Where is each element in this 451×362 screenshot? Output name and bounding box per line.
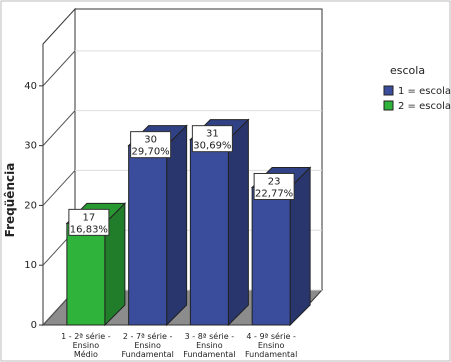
percent-label: 29,70%: [132, 147, 170, 158]
percent-label: 16,83%: [70, 224, 108, 235]
legend-title: escola: [390, 64, 425, 77]
y-tick-label: 20: [24, 200, 37, 211]
grid-line: [42, 50, 76, 87]
legend-swatch: [383, 85, 394, 96]
label-box: [130, 131, 172, 159]
x-tick-label: 4 - 9ª série - Ensino Fundamental4 - 9ª …: [245, 331, 297, 359]
data-label: 31: [206, 129, 219, 140]
x-tick-line: 4 - 9ª série -: [246, 331, 296, 341]
x-tick-line: 2 - 7ª série -: [123, 331, 173, 341]
y-tick-label: 30: [24, 141, 37, 152]
legend-label: 2 = escola: [398, 101, 451, 112]
data-label: 17: [83, 212, 96, 223]
y-tick-label: 0: [31, 320, 37, 331]
legend-label: 1 = escola: [398, 86, 451, 97]
x-tick-line: 3 - 8ª série -: [185, 331, 235, 341]
x-tick-line: Fundamental: [183, 350, 235, 359]
bar: [128, 145, 168, 326]
data-label: 30: [144, 135, 157, 146]
x-tick-line: Médio: [74, 349, 98, 359]
legend-swatch: [383, 100, 394, 111]
percent-label: 30,69%: [193, 141, 231, 152]
x-tick-line: Fundamental: [121, 350, 173, 359]
y-axis-title: Freqüência: [3, 163, 17, 238]
x-tick-line: 1 - 2ª série -: [61, 331, 111, 341]
x-tick-line: Ensino: [134, 341, 161, 350]
x-tick-line: Ensino: [73, 341, 100, 350]
bar: [189, 139, 229, 326]
x-tick-line: Ensino: [258, 341, 285, 350]
data-label: 23: [268, 176, 281, 187]
grid-line: [42, 170, 76, 206]
y-tick-label: 40: [24, 81, 37, 92]
y-tick-label: 10: [24, 260, 37, 271]
label-box: [191, 125, 233, 153]
bar: [251, 186, 291, 326]
x-tick-line: Fundamental: [245, 350, 297, 359]
x-tick-line: Ensino: [196, 341, 223, 350]
label-box: [253, 172, 295, 200]
percent-label: 22,77%: [255, 188, 293, 199]
bar: [66, 222, 106, 326]
grid-line: [42, 110, 76, 146]
label-box: [68, 208, 110, 236]
